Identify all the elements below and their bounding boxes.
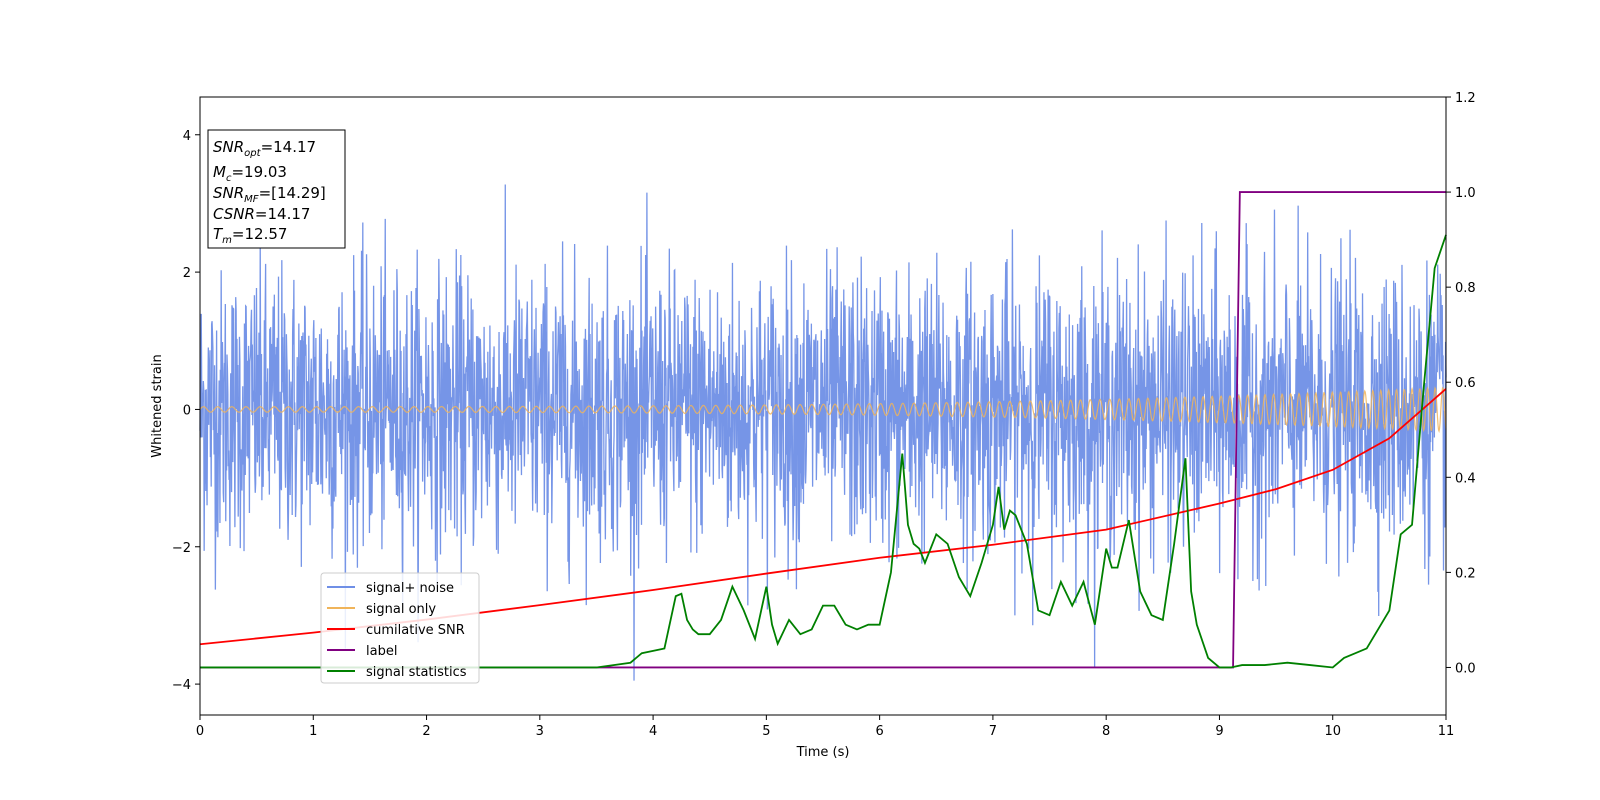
legend: signal+ noise signal only cumilative SNR la… — [320, 572, 480, 684]
series-label — [200, 191, 1446, 669]
y-axis-label: Whitened strain — [150, 354, 165, 457]
y2-tick-label: 0.6 — [1455, 376, 1476, 391]
series-signal-statistics — [200, 234, 1447, 669]
x-tick-label: 11 — [1438, 724, 1455, 739]
x-tick-label: 10 — [1324, 724, 1341, 739]
stat-snr-opt: SNRopt=14.17 — [213, 138, 316, 159]
stats-box: SNRopt=14.17 Mc=19.03 SNRMF=[14.29] CSNR… — [207, 129, 346, 249]
legend-entry: signal statistics — [366, 665, 467, 680]
y2-tick-label: 0.4 — [1455, 471, 1476, 486]
x-tick-label: 8 — [1102, 724, 1110, 739]
y-tick-label: 0 — [183, 403, 191, 418]
y-tick-label: 4 — [183, 129, 191, 144]
y2-tick-label: 1.2 — [1455, 91, 1476, 106]
legend-entry: signal only — [366, 602, 436, 617]
x-tick-label: 1 — [309, 724, 317, 739]
legend-entry: signal+ noise — [366, 581, 454, 596]
x-tick-label: 4 — [649, 724, 657, 739]
stat-mc: Mc=19.03 — [213, 163, 287, 184]
y2-tick-label: 0.2 — [1455, 566, 1476, 581]
y-tick-label: 2 — [183, 266, 191, 281]
y-axis-left: −4 −2 0 2 4 — [172, 129, 200, 693]
x-tick-label: 5 — [762, 724, 770, 739]
x-tick-label: 2 — [422, 724, 430, 739]
x-tick-label: 9 — [1215, 724, 1223, 739]
x-tick-label: 0 — [196, 724, 204, 739]
x-axis: 0 1 2 3 4 5 6 7 8 9 10 11 — [196, 715, 1454, 739]
y-tick-label: −2 — [172, 541, 191, 556]
legend-entry: label — [366, 644, 397, 659]
x-tick-label: 3 — [536, 724, 544, 739]
x-axis-label: Time (s) — [796, 745, 850, 760]
axes-frame — [199, 96, 1447, 716]
series-signal-noise — [199, 184, 1447, 681]
stat-csnr: CSNR=14.17 — [213, 205, 310, 223]
y2-tick-label: 1.0 — [1455, 186, 1476, 201]
y2-tick-label: 0.0 — [1455, 661, 1476, 676]
x-tick-label: 6 — [875, 724, 883, 739]
stat-snr-mf: SNRMF=[14.29] — [213, 184, 326, 205]
y-axis-right: 0.0 0.2 0.4 0.6 0.8 1.0 1.2 — [1446, 91, 1476, 676]
y-tick-label: −4 — [172, 678, 191, 693]
series-signal-only — [199, 386, 1447, 434]
y2-tick-label: 0.8 — [1455, 281, 1476, 296]
legend-entry: cumilative SNR — [366, 623, 465, 638]
x-tick-label: 7 — [989, 724, 997, 739]
stat-tm: Tm=12.57 — [213, 225, 287, 246]
